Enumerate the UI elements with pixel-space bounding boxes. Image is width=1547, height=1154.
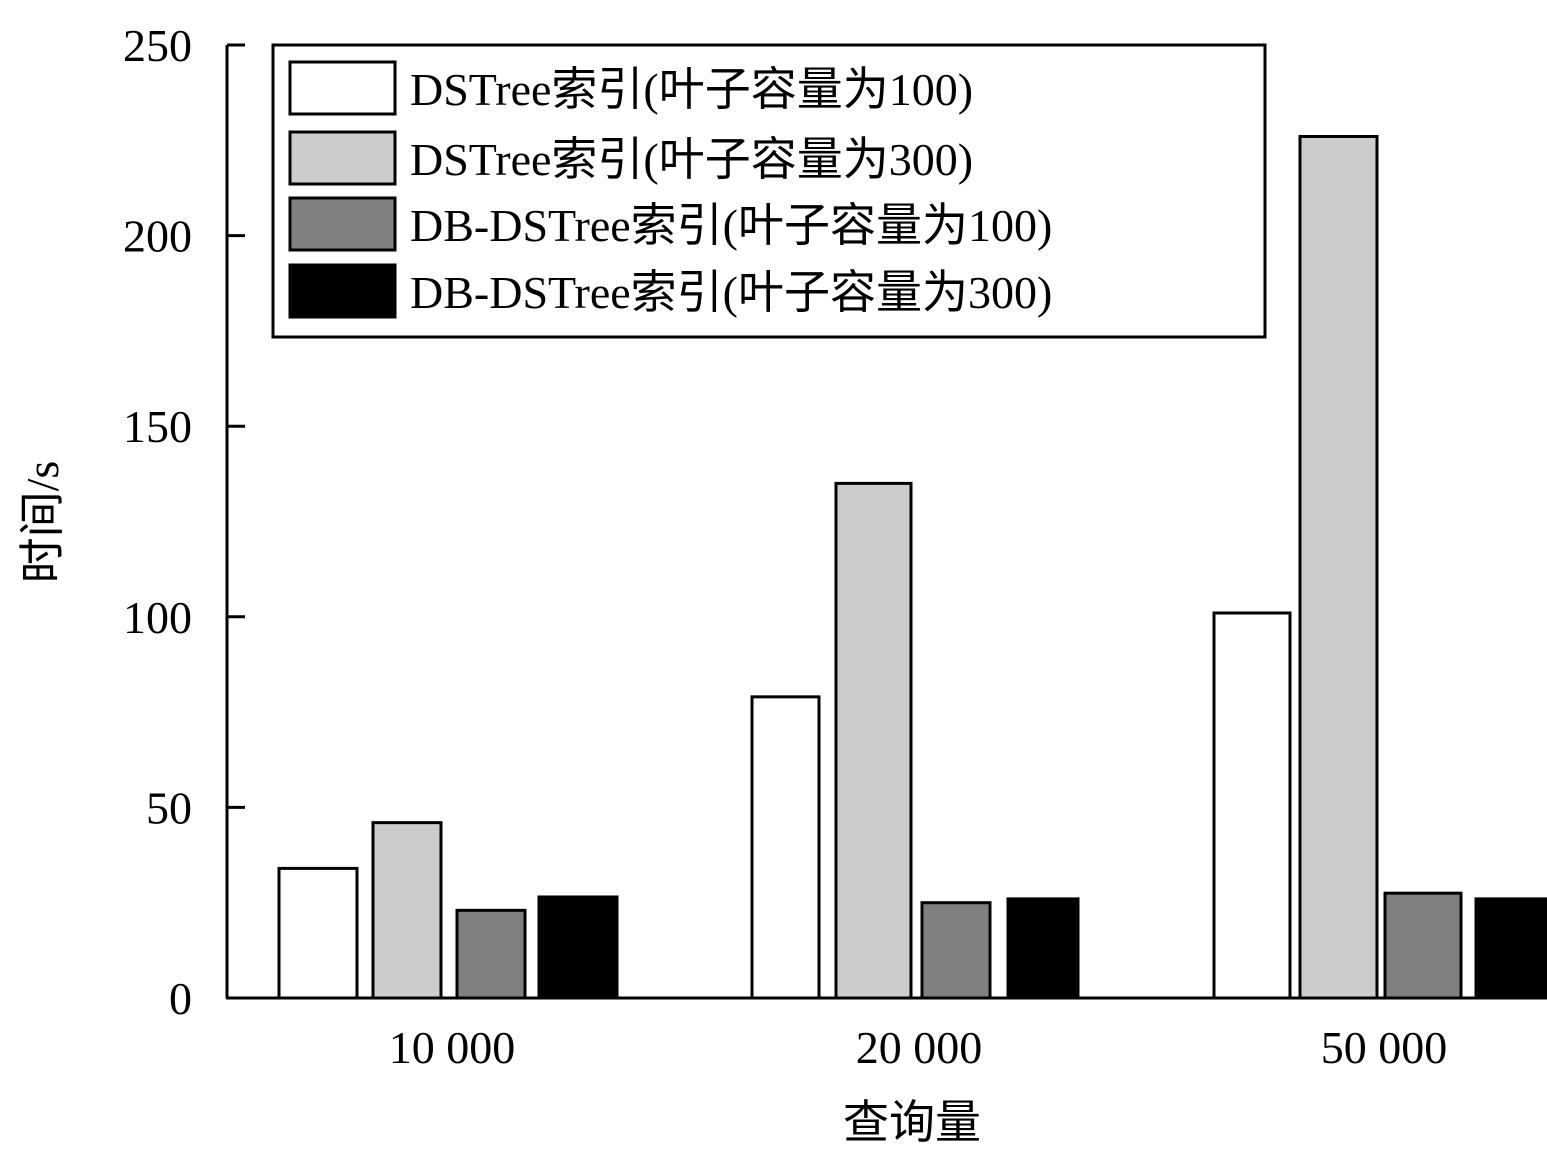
x-ticks: 10 000 20 000 50 000 — [389, 1022, 1448, 1073]
x-tick-label: 10 000 — [389, 1022, 516, 1073]
y-tick-label: 50 — [146, 782, 192, 833]
bar-2-3 — [1298, 134, 1379, 1000]
bars-layer — [277, 134, 1547, 1000]
x-axis-label: 查询量 — [843, 1097, 981, 1148]
y-tick-label: 200 — [123, 211, 192, 262]
y-tick-label: 150 — [123, 401, 192, 452]
y-tick-label: 250 — [123, 20, 192, 71]
legend-swatch-1 — [288, 60, 397, 116]
bar-4-2 — [1006, 897, 1080, 1000]
x-tick-label: 20 000 — [856, 1022, 983, 1073]
legend-swatch-2 — [288, 130, 397, 186]
bar-3-3 — [1383, 891, 1463, 1000]
legend: DSTree索引(叶子容量为100) DSTree索引(叶子容量为300) DB-D… — [271, 43, 1267, 339]
bar-4-3 — [1474, 897, 1547, 1000]
bar-2-1 — [371, 821, 443, 1000]
legend-label-4: DB-DSTree索引(叶子容量为300) — [410, 267, 1052, 318]
y-ticks: 0 50 100 150 200 250 — [123, 20, 245, 1024]
legend-swatch-3 — [288, 196, 397, 252]
legend-swatch-4 — [288, 263, 397, 319]
legend-box — [271, 43, 1267, 339]
bar-1-2 — [750, 695, 821, 1000]
legend-label-2: DSTree索引(叶子容量为300) — [410, 134, 973, 185]
axes — [225, 45, 1547, 1000]
y-axis-label: 时间/s — [17, 461, 68, 584]
legend-label-1: DSTree索引(叶子容量为100) — [410, 64, 973, 115]
bar-4-1 — [537, 895, 619, 1000]
y-tick-label: 0 — [169, 973, 192, 1024]
x-tick-label: 50 000 — [1321, 1022, 1448, 1073]
bar-3-2 — [920, 901, 992, 1000]
bar-1-1 — [277, 866, 359, 1000]
legend-label-3: DB-DSTree索引(叶子容量为100) — [410, 200, 1052, 251]
bar-2-2 — [834, 481, 913, 1000]
bar-3-1 — [455, 908, 527, 1000]
bar-1-3 — [1212, 611, 1292, 1000]
y-tick-label: 100 — [123, 592, 192, 643]
